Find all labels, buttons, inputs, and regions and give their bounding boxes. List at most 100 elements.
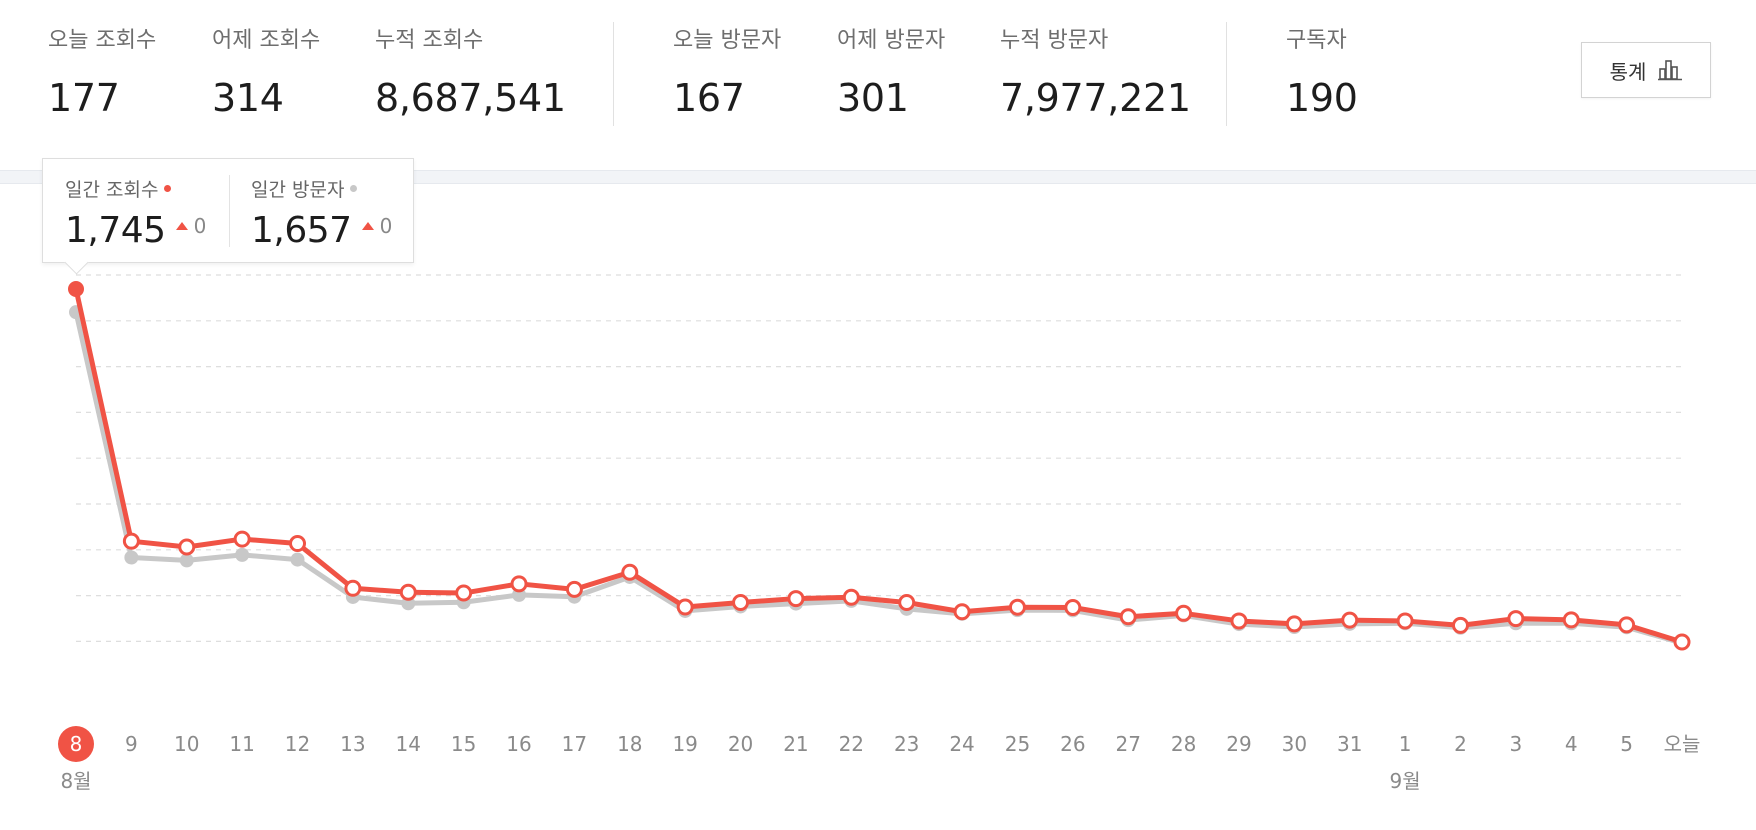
subscribers-label: 구독자 [1286,28,1347,53]
x-tick-label: 오늘 [1664,732,1701,756]
total-visitors-value: 7,977,221 [1000,76,1191,120]
x-tick-label: 22 [839,732,864,756]
today-views-stat: 오늘 조회수 177 [48,22,156,120]
x-tick-label: 24 [949,732,974,756]
views-point [122,532,140,550]
x-tick-label: 27 [1115,732,1140,756]
views-point [953,603,971,621]
views-point [1341,611,1359,629]
tooltip-visitors-value: 1,657 [251,210,352,251]
today-views-value: 177 [48,76,120,120]
yesterday-views-stat: 어제 조회수 314 [212,22,320,120]
total-visitors-label: 누적 방문자 [1000,28,1109,53]
visitors-point [235,547,250,562]
views-point [1618,616,1636,634]
x-tick-label: 29 [1226,732,1251,756]
today-visitors-stat: 오늘 방문자 167 [673,22,781,120]
views-legend-dot [164,185,172,192]
total-visitors-stat: 누적 방문자 7,977,221 [1000,22,1191,120]
views-point [1119,608,1137,626]
views-point [1064,599,1082,617]
views-point-selected [68,281,84,297]
tooltip-visitors: 일간 방문자 1,657 0 [251,175,392,251]
subscribers-stat: 구독자 190 [1286,22,1358,120]
up-triangle-icon [361,221,374,230]
month-label: 8월 [60,769,91,793]
views-point [1230,612,1248,630]
x-tick-label: 14 [396,732,421,756]
x-tick-label: 15 [451,732,476,756]
yesterday-views-value: 314 [212,76,284,120]
yesterday-visitors-label: 어제 방문자 [837,28,946,53]
x-tick-label: 11 [229,732,254,756]
selected-day-marker [58,726,94,762]
x-tick-label: 1 [1399,732,1412,756]
x-tick-label: 2 [1454,732,1467,756]
x-tick-label: 26 [1060,732,1085,756]
statistics-button-label: 통계 [1609,59,1647,84]
total-views-value: 8,687,541 [375,76,566,120]
x-tick-label: 23 [894,732,919,756]
views-point [289,535,307,553]
views-point [510,575,528,593]
x-tick-label: 19 [672,732,697,756]
x-tick-label: 3 [1509,732,1522,756]
views-point [1008,598,1026,616]
data-tooltip: 일간 조회수 1,745 0 일간 방문자 1,657 0 [42,158,414,263]
yesterday-views-label: 어제 조회수 [212,28,321,53]
statistics-button[interactable]: 통계 [1581,42,1711,98]
stats-divider [613,22,614,126]
tooltip-views-change: 0 [175,213,207,238]
views-point [621,563,639,581]
views-point [1673,633,1691,651]
tooltip-views-label: 일간 조회수 [65,179,159,201]
tooltip-views-change-value: 0 [193,213,207,238]
views-point [1396,612,1414,630]
yesterday-visitors-stat: 어제 방문자 301 [837,22,945,120]
x-tick-label: 20 [728,732,753,756]
visitors-point [290,552,305,567]
views-point [565,580,583,598]
tooltip-views: 일간 조회수 1,745 0 [65,175,206,251]
views-point [1175,604,1193,622]
tooltip-visitors-change-value: 0 [379,213,393,238]
total-views-label: 누적 조회수 [375,28,484,53]
subscribers-value: 190 [1286,76,1358,120]
views-point [787,590,805,608]
x-tick-label: 9 [125,732,138,756]
x-tick-label: 13 [340,732,365,756]
views-point [344,579,362,597]
tooltip-visitors-change: 0 [361,213,393,238]
x-tick-label: 10 [174,732,199,756]
yesterday-visitors-value: 301 [837,76,909,120]
tooltip-divider [229,175,230,247]
views-point [898,594,916,612]
month-label: 9월 [1390,769,1421,793]
stats-summary: 오늘 조회수 177 어제 조회수 314 누적 조회수 8,687,541 오… [0,0,1756,170]
x-tick-label: 25 [1005,732,1030,756]
x-tick-label: 28 [1171,732,1196,756]
views-point [233,530,251,548]
views-series-line [73,288,1683,645]
x-tick-label: 5 [1620,732,1633,756]
up-triangle-icon [175,221,188,230]
tooltip-views-value: 1,745 [65,210,166,251]
views-point [842,588,860,606]
stats-divider [1226,22,1227,126]
views-point [1285,615,1303,633]
views-point [1507,610,1525,628]
x-tick-label: 21 [783,732,808,756]
x-tick-label: 8 [70,732,83,756]
views-point [455,584,473,602]
views-point [676,598,694,616]
visitors-point [179,553,194,568]
today-visitors-value: 167 [673,76,745,120]
chart-top-band [0,170,1756,184]
x-tick-label: 4 [1565,732,1578,756]
tooltip-visitors-label: 일간 방문자 [251,179,345,201]
visitors-point [124,550,139,565]
visitors-legend-dot [350,185,358,192]
x-tick-label: 18 [617,732,642,756]
total-views-stat: 누적 조회수 8,687,541 [375,22,566,120]
